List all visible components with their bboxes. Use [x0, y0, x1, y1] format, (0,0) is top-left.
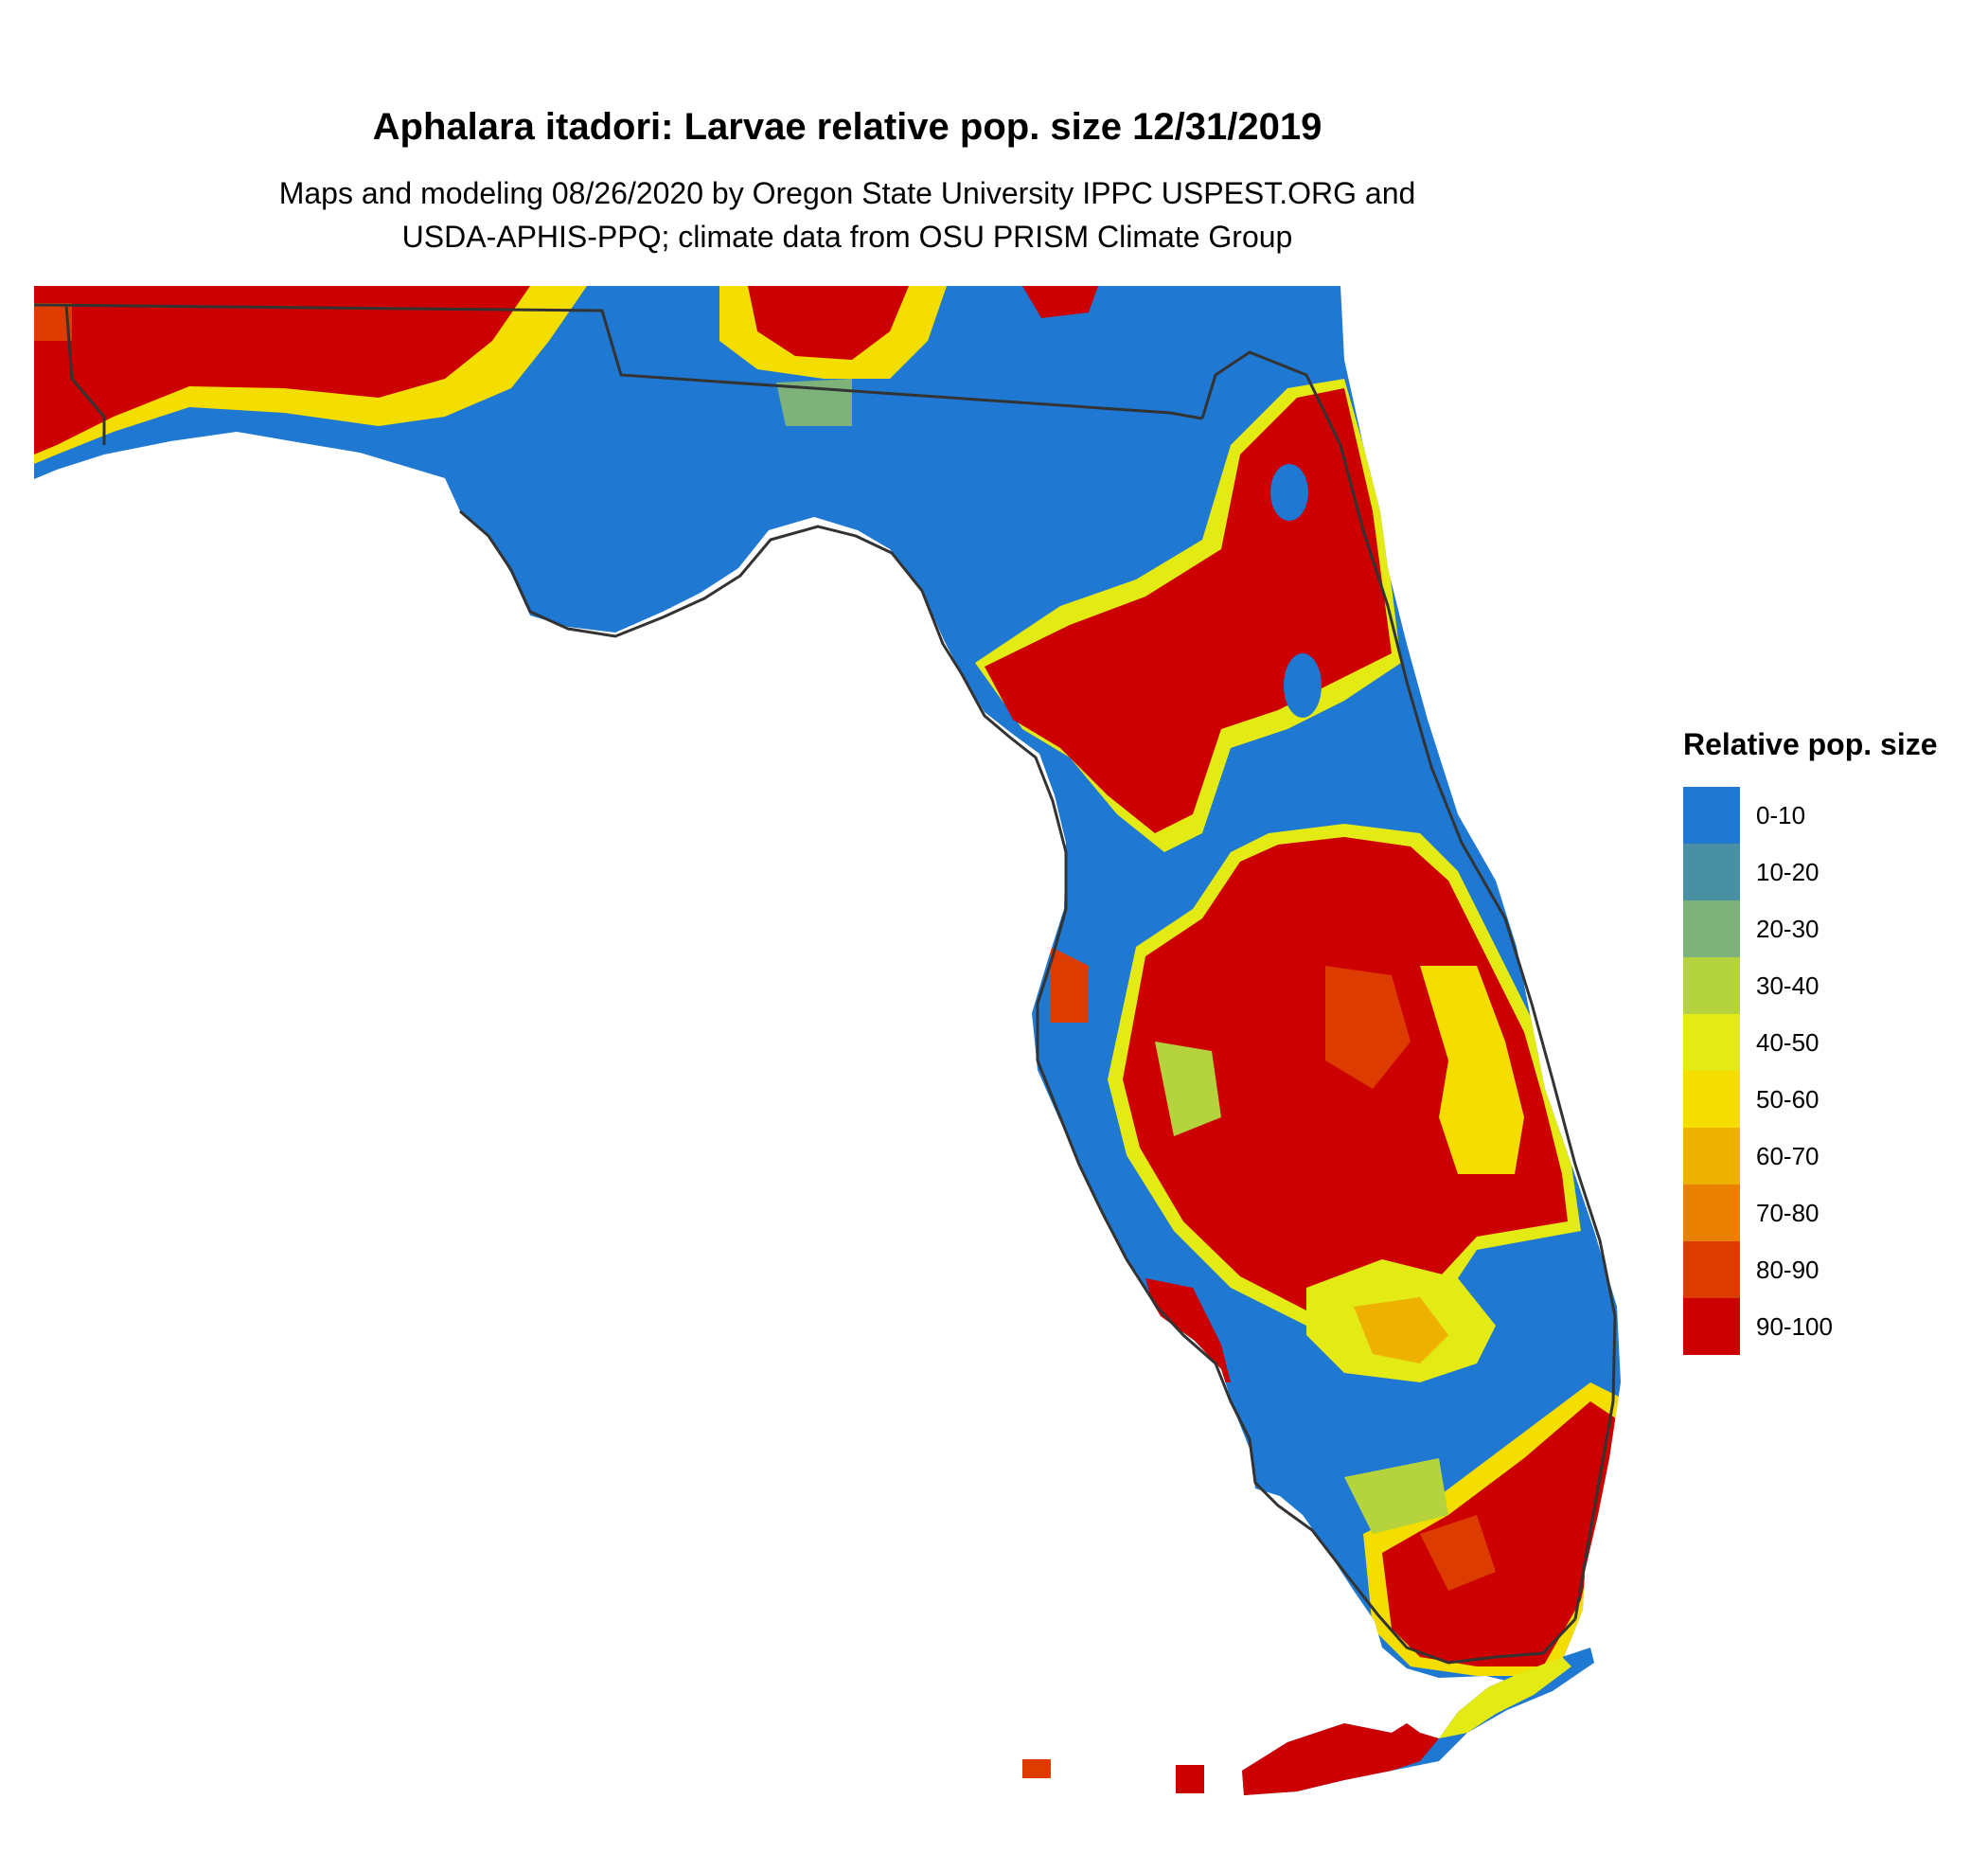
- map-subtitle-line2: USDA-APHIS-PPQ; climate data from OSU PR…: [401, 220, 1293, 254]
- state-borders: [33, 303, 1617, 1665]
- legend-swatch: [1683, 1298, 1740, 1355]
- legend-item-40-50: 40-50: [1683, 1014, 1967, 1071]
- legend-label: 50-60: [1756, 1084, 1819, 1114]
- legend: Relative pop. size 0-10 10-20 20-30 30-4…: [1683, 727, 1967, 1355]
- map-title: Aphalara itadori: Larvae relative pop. s…: [372, 106, 1322, 148]
- legend-label: 60-70: [1756, 1141, 1819, 1170]
- legend-item-30-40: 30-40: [1683, 957, 1967, 1014]
- state-border-gulf: [459, 509, 1577, 1665]
- key-high: [1022, 1759, 1051, 1778]
- legend-swatch: [1683, 1071, 1740, 1128]
- zone-low-orlando-north: [1284, 653, 1322, 718]
- zone-mid-central: [1420, 966, 1524, 1174]
- legend-label: 70-80: [1756, 1198, 1819, 1227]
- legend-label: 0-10: [1756, 800, 1806, 829]
- state-border-atlantic: [1200, 350, 1617, 1620]
- zone-high-panhandle: [34, 286, 530, 454]
- legend-label: 40-50: [1756, 1027, 1819, 1057]
- legend-item-80-90: 80-90: [1683, 1241, 1967, 1298]
- legend-item-50-60: 50-60: [1683, 1071, 1967, 1128]
- legend-title: Relative pop. size: [1683, 727, 1938, 761]
- state-border-north: [33, 303, 1203, 420]
- legend-swatch: [1683, 1128, 1740, 1185]
- zone-high-central: [1123, 837, 1568, 1316]
- zone-high-southeast: [1382, 1401, 1619, 1666]
- zone-mid-central: [1051, 947, 1089, 1023]
- legend-swatch: [1683, 1014, 1740, 1071]
- zone-low-gainesville: [1270, 464, 1308, 521]
- legend-item-0-10: 0-10: [1683, 787, 1967, 844]
- legend-label: 80-90: [1756, 1255, 1819, 1284]
- zone-high-north: [748, 286, 909, 360]
- zone-mid-central: [1155, 1042, 1221, 1136]
- legend-swatch: [1683, 1185, 1740, 1241]
- zone-mid-southeast: [1344, 1458, 1448, 1534]
- population-zones: [34, 286, 1621, 1676]
- legend-swatch: [1683, 1241, 1740, 1298]
- zone-mid-southeast: [1420, 1515, 1496, 1591]
- legend-label: 90-100: [1756, 1311, 1833, 1341]
- map-subtitle-line1: Maps and modeling 08/26/2020 by Oregon S…: [278, 176, 1416, 210]
- key-high: [1176, 1765, 1204, 1793]
- legend-item-90-100: 90-100: [1683, 1298, 1967, 1355]
- zone-high-north: [1022, 286, 1098, 318]
- legend-swatch: [1683, 844, 1740, 900]
- legend-label: 20-30: [1756, 914, 1819, 943]
- legend-item-70-80: 70-80: [1683, 1185, 1967, 1241]
- legend-label: 10-20: [1756, 857, 1819, 886]
- legend-item-20-30: 20-30: [1683, 900, 1967, 957]
- legend-swatch: [1683, 900, 1740, 957]
- legend-items: 0-10 10-20 20-30 30-40 40-50 50-60 60-70…: [1683, 787, 1967, 1355]
- legend-label: 30-40: [1756, 971, 1819, 1000]
- state-border-alabama: [64, 304, 106, 445]
- legend-swatch: [1683, 957, 1740, 1014]
- key-chain-mid: [1439, 1657, 1571, 1738]
- zone-mid-okeechobee: [1354, 1297, 1448, 1363]
- legend-swatch: [1683, 787, 1740, 844]
- zone-mid-central: [1325, 966, 1411, 1089]
- legend-item-10-20: 10-20: [1683, 844, 1967, 900]
- legend-item-60-70: 60-70: [1683, 1128, 1967, 1185]
- key-chain-high: [1242, 1723, 1439, 1795]
